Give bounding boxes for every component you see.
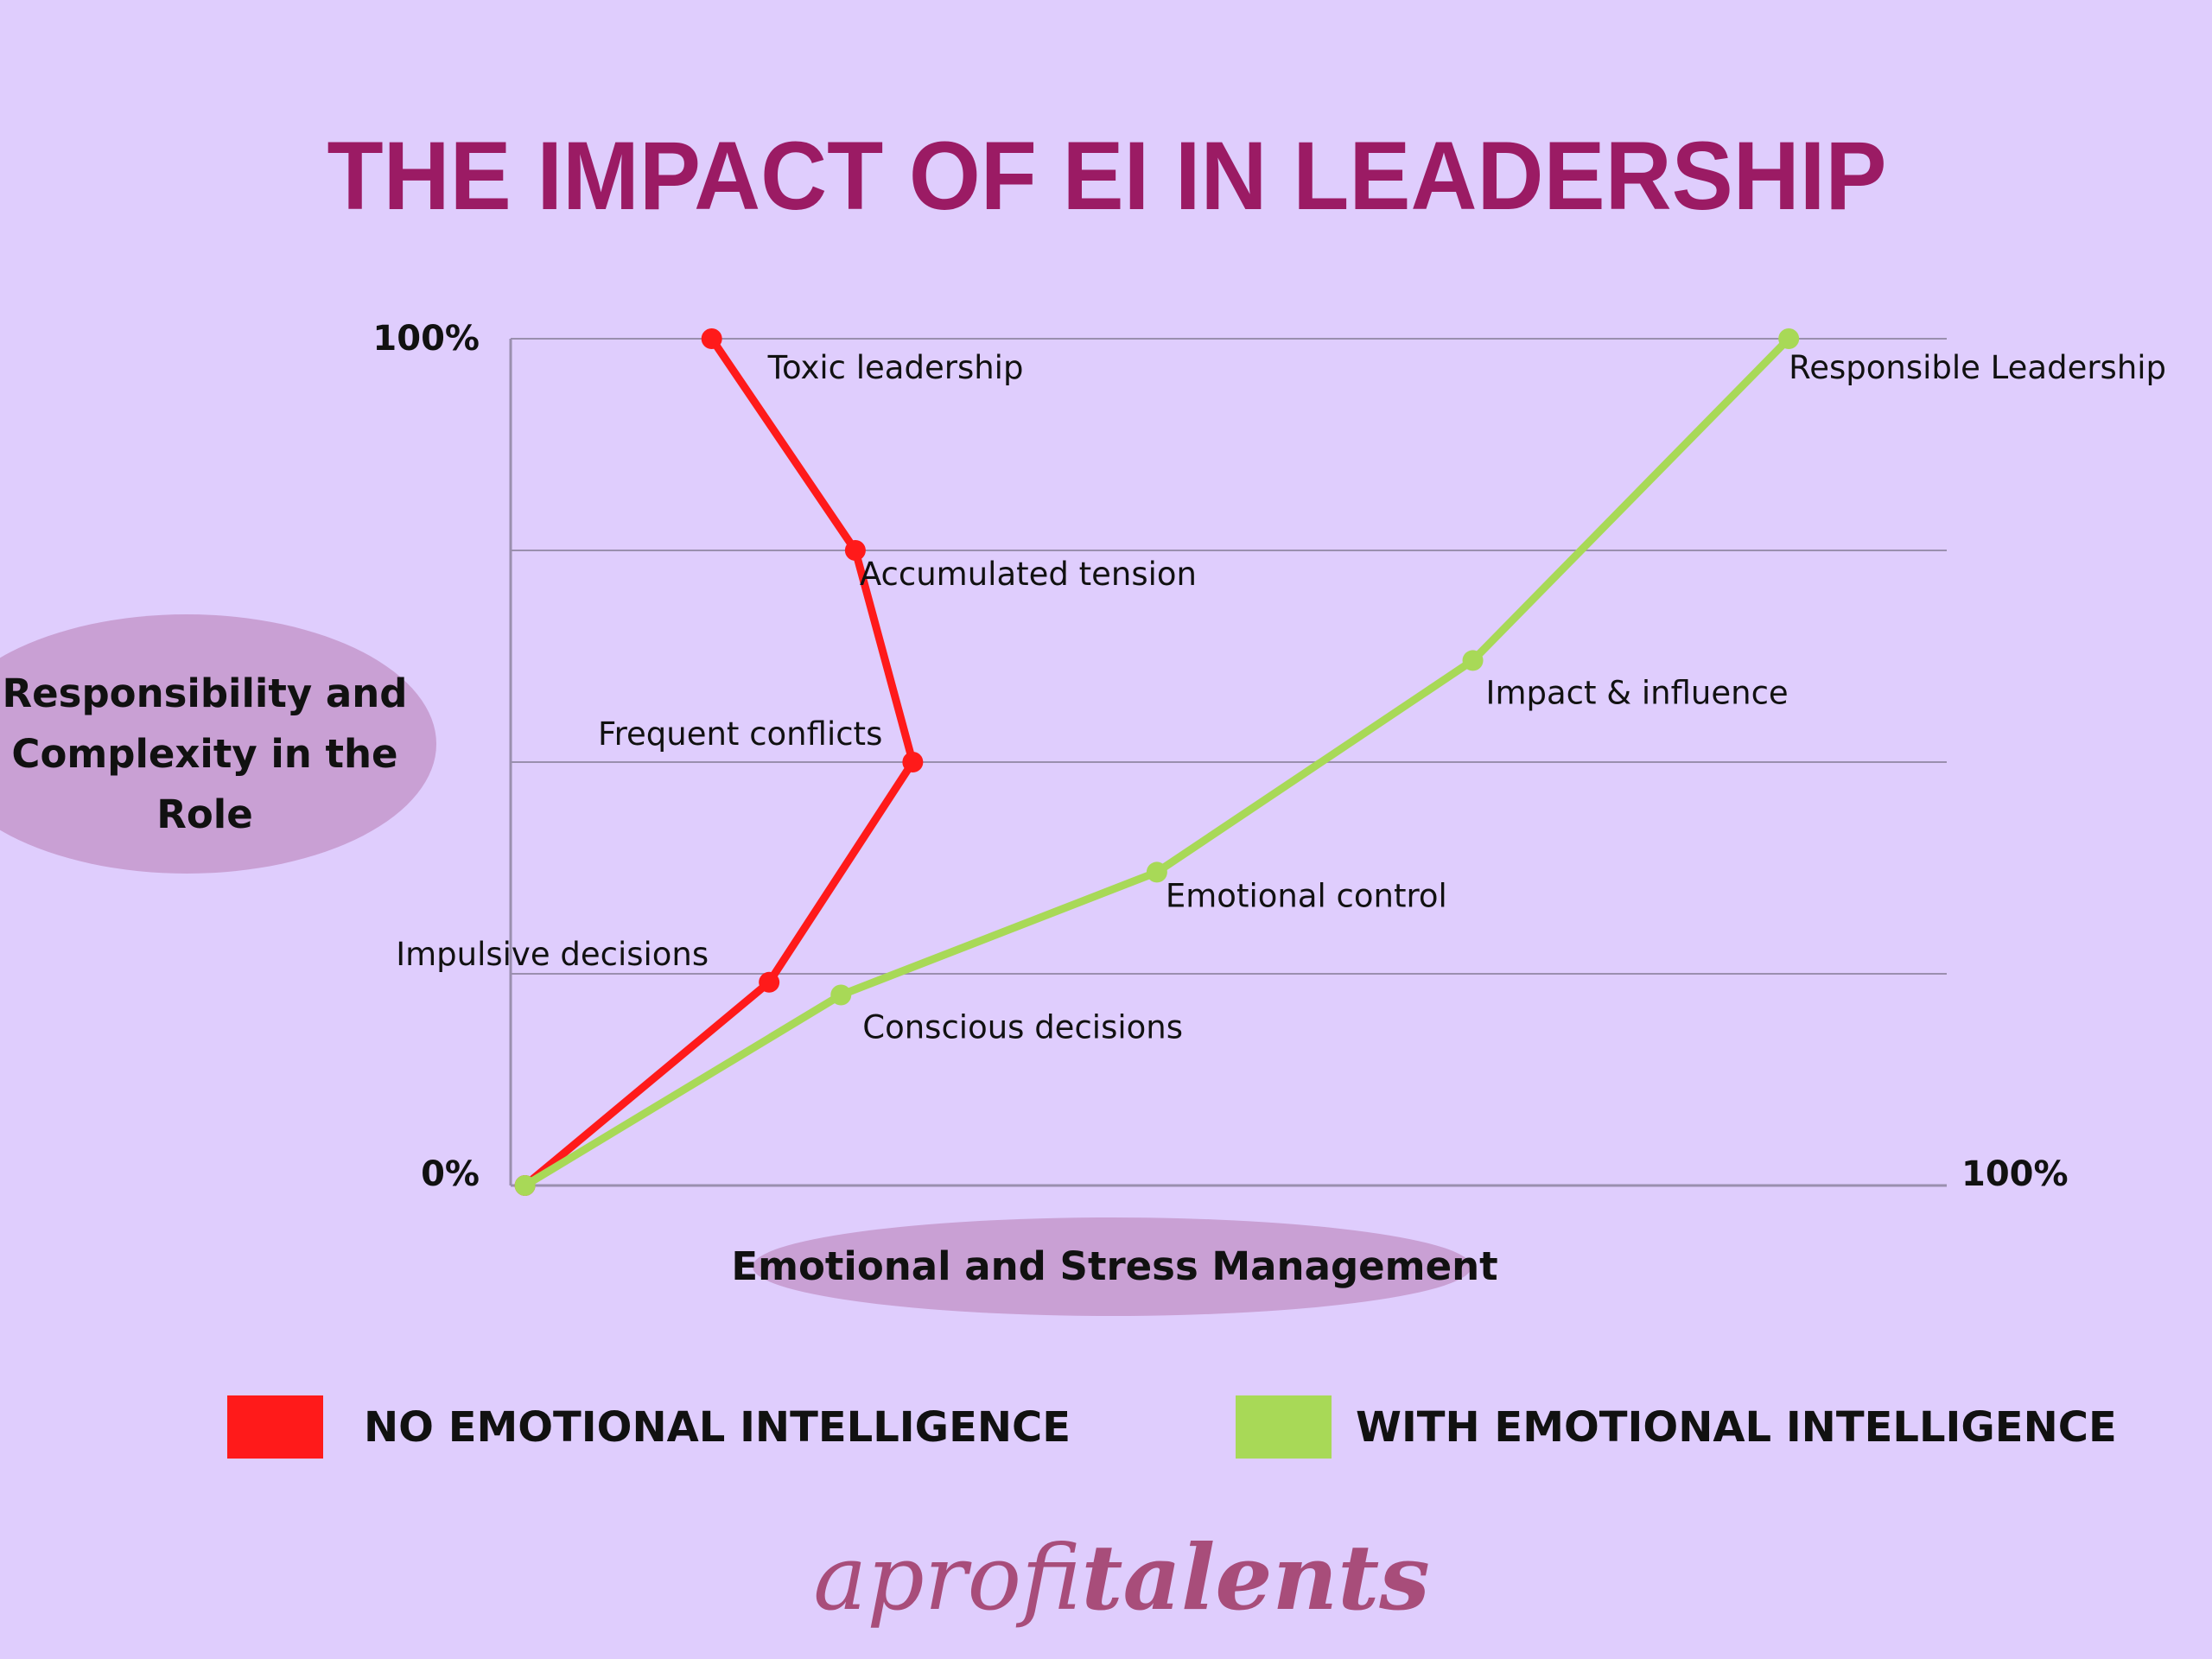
data-point [830, 984, 852, 1006]
point-label: Emotional control [1166, 877, 1447, 914]
data-point [1146, 861, 1167, 883]
data-point [759, 971, 780, 993]
y-tick-min: 0% [421, 1154, 480, 1194]
chart-title: THE IMPACT OF EI IN LEADERSHIP [327, 122, 1887, 230]
point-label: Frequent conflicts [598, 715, 882, 753]
logo-bold: talents [1081, 1524, 1429, 1630]
y-axis-label-line-2: Complexity in the [11, 731, 397, 777]
data-point [844, 540, 866, 561]
y-tick-max: 100% [372, 319, 480, 359]
data-point [1778, 328, 1800, 349]
data-point [1462, 650, 1484, 671]
legend-label-with-ei: WITH EMOTIONAL INTELLIGENCE [1356, 1403, 2117, 1452]
point-label: Impulsive decisions [396, 936, 709, 973]
y-axis-label-line-3: Role [156, 791, 253, 837]
x-label-ellipse [753, 1217, 1471, 1316]
data-point [701, 328, 722, 349]
legend-swatch-with-ei [1236, 1395, 1332, 1459]
legend-label-no-ei: NO EMOTIONAL INTELLIGENCE [364, 1403, 1071, 1452]
logo-light: aprofi [813, 1525, 1081, 1630]
y-axis-label-line-1: Responsibility and [3, 671, 408, 716]
point-label: Impact & influence [1486, 674, 1789, 711]
point-label: Accumulated tension [860, 556, 1197, 593]
grid [511, 338, 1947, 975]
y-label-ellipse [0, 614, 436, 874]
series-layer: Impulsive decisions Frequent conflicts Acc… [396, 328, 2166, 1196]
x-tick-max: 100% [1961, 1154, 2069, 1194]
point-label: Responsible Leadership [1789, 349, 2166, 386]
point-label: Conscious decisions [862, 1009, 1183, 1046]
x-axis-label: Emotional and Stress Management [731, 1243, 1497, 1289]
point-label: Toxic leadership [767, 349, 1024, 386]
logo: aprofitalents [813, 1524, 1430, 1630]
legend-swatch-no-ei [227, 1395, 323, 1459]
data-point [514, 1175, 536, 1196]
data-point [902, 752, 924, 772]
